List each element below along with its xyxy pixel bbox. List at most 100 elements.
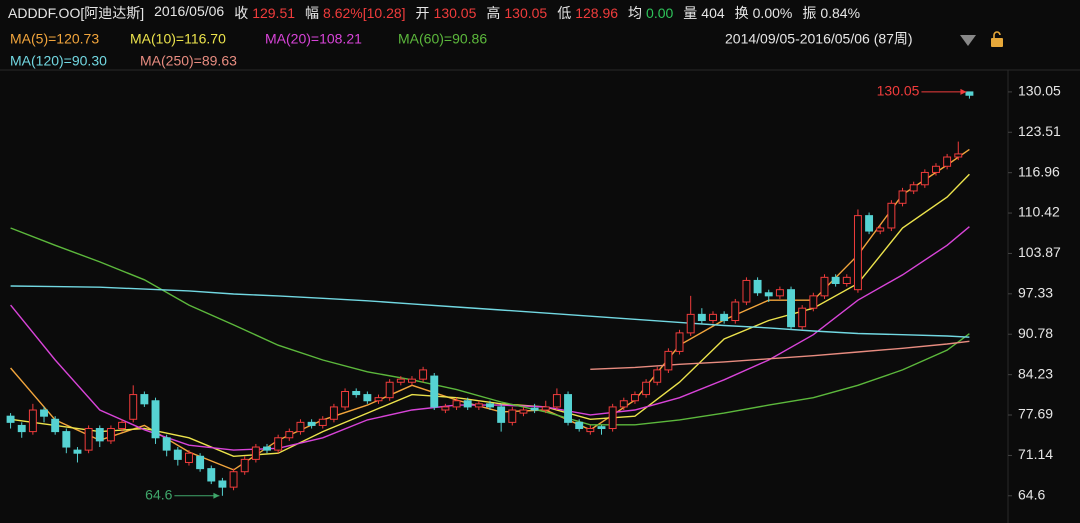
candle-body [274,437,283,451]
candle-body [798,307,807,328]
candle-body [530,407,539,411]
candle-body [452,400,461,408]
legend-entry: MA(120)=90.30 [10,53,107,69]
candle-body [474,403,483,408]
candle-body [675,332,684,352]
candle-body [263,446,271,451]
annotation: 130.05 [877,83,920,99]
candle-body [352,390,361,396]
period: 2014/09/05-2016/05/06 (87周) [725,31,913,47]
candle-body [965,91,974,96]
annotation: 64.6 [145,486,172,502]
candle-body [831,276,840,285]
dropdown-icon[interactable] [960,35,976,46]
candle-body [218,480,227,488]
quote-value: 0.00 [646,5,674,21]
candle-body [307,421,316,426]
candle-body [653,369,662,383]
candle-body [285,431,294,439]
quote-value: 0.84% [820,5,861,21]
ma-line [10,173,970,458]
candle-body [196,455,205,470]
candle-body [575,421,584,430]
quote-label: 换 [734,5,749,21]
legend-entry: MA(20)=108.21 [265,31,362,47]
candle-body [497,406,506,423]
annotation-arrowhead [960,88,967,95]
candle-body [374,397,383,402]
candle-body [608,406,617,430]
quote-label: 振 [802,5,817,21]
candle-body [753,279,762,294]
candle-body [519,409,528,414]
date: 2016/05/06 [154,3,225,19]
candle-body [173,449,182,460]
candle-body [932,165,940,173]
candle-body [240,458,249,473]
candle-body [318,418,327,426]
candle-body [898,190,907,204]
ma-line [10,227,970,426]
y-tick-label: 64.6 [1018,486,1045,502]
candle-body [62,431,71,448]
candle-body [709,313,717,322]
legend-entry: MA(5)=120.73 [10,31,99,47]
quote-field: 换 0.00% [735,3,793,23]
candle-body [73,449,82,454]
candle-body [106,428,115,442]
candle-body [597,426,606,430]
candle-body [229,471,238,488]
quote-field: 开 130.05 [416,3,477,23]
y-tick-label: 77.69 [1018,406,1053,422]
candle-body [341,390,350,408]
candle-body [118,421,127,430]
y-tick-label: 103.87 [1018,244,1061,260]
candle-body [385,381,394,399]
candle-body [820,276,829,297]
symbol: ADDDF.OO[阿迪达斯] [8,5,145,21]
candle-body [586,428,595,433]
y-tick-label: 130.05 [1018,83,1061,99]
candle-body [876,227,885,232]
candle-body [664,350,673,371]
candle-body [564,394,573,423]
y-tick-label: 90.78 [1018,325,1053,341]
quote-field: 高 130.05 [486,3,547,23]
candle-body [28,409,37,433]
quote-label: 均 [628,5,643,21]
annotation-arrowhead [213,492,220,499]
y-tick-label: 123.51 [1018,123,1061,139]
candle-body [151,400,160,439]
candle-body [787,289,795,328]
quote-label: 量 [683,5,698,21]
legend-entry: MA(60)=90.86 [398,31,487,47]
quote-field: 低 128.96 [557,3,618,23]
candle-body [329,406,338,420]
candle-body [207,468,216,482]
quote-label: 幅 [305,5,320,21]
candle-body [619,400,628,408]
quote-value: 130.05 [504,5,548,21]
candle-body [40,409,48,417]
quote-field: 量 404 [683,3,724,23]
candle-body [407,378,416,383]
candle-body [84,428,93,451]
quote-value: 130.05 [433,5,477,21]
candle-body [296,421,305,433]
quote-value: 128.96 [575,5,619,21]
quote-label: 开 [415,5,430,21]
candle-body [441,406,450,411]
lock-icon[interactable] [991,31,1003,47]
ma-line [590,340,970,370]
candle-body [185,452,193,463]
quote-value: 404 [701,5,725,21]
candle-body [129,394,138,420]
candle-body [943,156,952,167]
candle-body [552,394,561,408]
candle-body [909,184,918,192]
candle-body [697,313,706,322]
quote-label: 收 [234,5,249,21]
candle-body [140,394,149,405]
candle-body [630,394,639,402]
